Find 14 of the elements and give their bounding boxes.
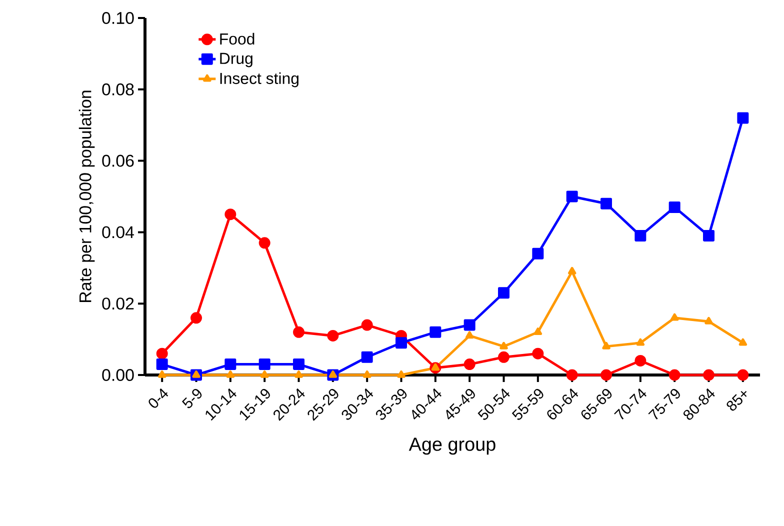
y-tick-label: 0.10 — [102, 12, 134, 24]
y-tick-label: 0.00 — [102, 369, 134, 381]
x-tick-label: 5-9 — [182, 388, 202, 408]
x-axis-title: Age group — [408, 438, 496, 455]
legend-label: Food — [220, 32, 254, 45]
legend-label: Drug — [220, 52, 252, 68]
legend-label: Insect sting — [220, 72, 298, 88]
y-tick-label: 0.08 — [102, 83, 134, 96]
y-tick-label: 0.02 — [102, 298, 134, 310]
y-tick-label: 0.04 — [102, 226, 134, 238]
y-tick-label: 0.06 — [102, 154, 134, 167]
y-axis-title: Rate per 100,000 population — [78, 90, 95, 302]
x-tick-label: 0-4 — [148, 388, 168, 408]
x-tick-label: 85+ — [726, 390, 747, 411]
